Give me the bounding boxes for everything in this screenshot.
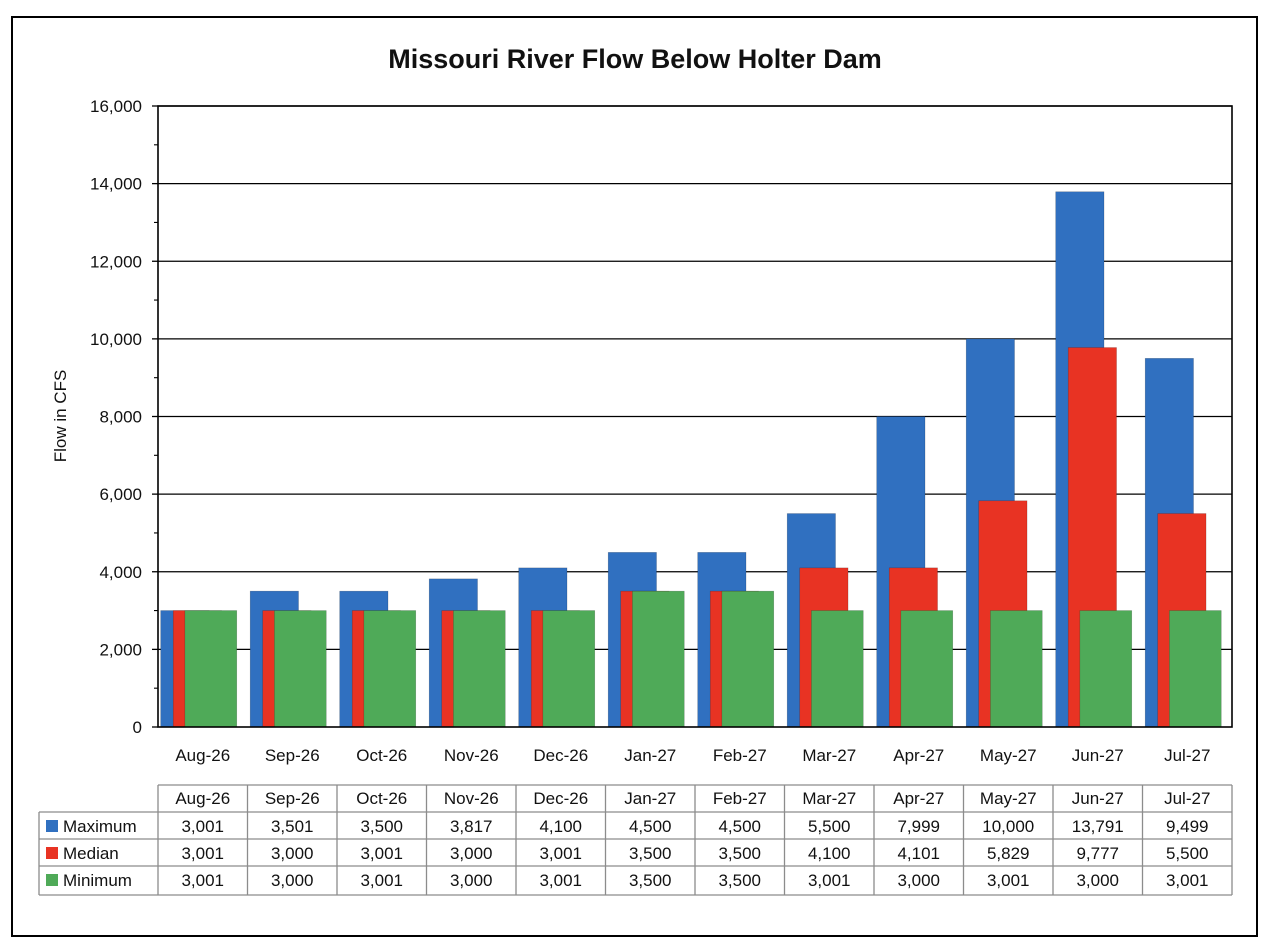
y-tick-label: 2,000 <box>99 640 142 659</box>
table-value-cell: 3,500 <box>718 844 761 863</box>
table-value-cell: 4,500 <box>629 817 672 836</box>
table-header-cell: Nov-26 <box>444 789 499 808</box>
bar-minimum <box>542 610 596 728</box>
table-value-cell: 3,001 <box>1166 871 1209 890</box>
table-header-cell: Sep-26 <box>265 789 320 808</box>
table-value-cell: 3,001 <box>360 871 403 890</box>
x-tick-label: Apr-27 <box>893 746 944 765</box>
table-header-cell: Feb-27 <box>713 789 767 808</box>
table-header-cell: Apr-27 <box>893 789 944 808</box>
table-value-cell: 3,001 <box>987 871 1030 890</box>
table-header-cell: Aug-26 <box>175 789 230 808</box>
y-tick-label: 10,000 <box>90 330 142 349</box>
x-tick-label: Nov-26 <box>444 746 499 765</box>
table-value-cell: 5,500 <box>808 817 851 836</box>
x-tick-label: Oct-26 <box>356 746 407 765</box>
x-tick-label: Jun-27 <box>1072 746 1124 765</box>
table-header-cell: Jan-27 <box>624 789 676 808</box>
legend-label-median: Median <box>63 844 119 863</box>
table-value-cell: 3,500 <box>629 844 672 863</box>
table-value-cell: 3,817 <box>450 817 493 836</box>
data-table: Aug-26 Sep-26 Oct-26 Nov-26 Dec-26 Jan-27 Feb-… <box>38 784 1233 896</box>
bar-minimum <box>811 610 864 728</box>
table-value-cell: 10,000 <box>982 817 1034 836</box>
table-header-cell: Oct-26 <box>356 789 407 808</box>
table-value-cell: 7,999 <box>897 817 940 836</box>
table-value-cell: 4,100 <box>539 817 582 836</box>
table-value-cell: 3,001 <box>360 844 403 863</box>
table-value-cell: 4,100 <box>808 844 851 863</box>
plot-border <box>157 105 1233 728</box>
y-tick-label: 6,000 <box>99 485 142 504</box>
table-value-cell: 4,500 <box>718 817 761 836</box>
table-value-cell: 5,829 <box>987 844 1030 863</box>
x-tick-label: Dec-26 <box>533 746 588 765</box>
table-value-cell: 3,000 <box>271 871 314 890</box>
table-value-cell: 13,791 <box>1072 817 1124 836</box>
bar-minimum <box>632 590 685 728</box>
table-value-cell: 3,001 <box>539 844 582 863</box>
x-tick-label: Jul-27 <box>1164 746 1210 765</box>
x-tick-label: Mar-27 <box>802 746 856 765</box>
table-value-cell: 3,000 <box>450 871 493 890</box>
bar-minimum <box>900 610 954 728</box>
chart-frame <box>11 16 1258 937</box>
table-value-cell: 3,001 <box>808 871 851 890</box>
x-tick-label: May-27 <box>980 746 1037 765</box>
legend-label-minimum: Minimum <box>63 871 132 890</box>
x-tick-label: Feb-27 <box>713 746 767 765</box>
bars <box>160 191 1222 728</box>
bar-minimum <box>1079 610 1133 728</box>
y-tick-label: 8,000 <box>99 408 142 427</box>
table-value-cell: 3,001 <box>181 871 224 890</box>
table-value-cell: 3,001 <box>539 871 582 890</box>
table-header-cell: May-27 <box>980 789 1037 808</box>
legend-swatch-maximum <box>46 820 58 832</box>
bar-minimum <box>363 610 417 728</box>
legend-swatch-median <box>46 847 58 859</box>
table-value-cell: 3,000 <box>1076 871 1119 890</box>
bar-minimum <box>1169 610 1222 728</box>
table-value-cell: 3,001 <box>181 817 224 836</box>
bar-minimum <box>721 590 775 728</box>
table-value-cell: 3,500 <box>360 817 403 836</box>
y-tick-label: 12,000 <box>90 252 142 271</box>
table-value-cell: 9,777 <box>1076 844 1119 863</box>
bar-minimum <box>184 610 238 728</box>
table-value-cell: 3,000 <box>450 844 493 863</box>
table-header-cell: Jul-27 <box>1164 789 1210 808</box>
axes: 0 2,000 4,000 6,000 8,000 10,000 12,000 14,000 1… <box>90 97 1233 765</box>
x-tick-label: Aug-26 <box>175 746 230 765</box>
y-tick-label: 0 <box>133 718 142 737</box>
y-tick-label: 14,000 <box>90 175 142 194</box>
chart-title: Missouri River Flow Below Holter Dam <box>388 44 882 74</box>
y-tick-label: 16,000 <box>90 97 142 116</box>
y-axis-label: Flow in CFS <box>51 370 70 463</box>
legend-swatch-minimum <box>46 874 58 886</box>
table-value-cell: 4,101 <box>897 844 940 863</box>
table-value-cell: 9,499 <box>1166 817 1209 836</box>
table-value-cell: 3,500 <box>718 871 761 890</box>
table-value-cell: 3,001 <box>181 844 224 863</box>
bar-minimum <box>990 610 1043 728</box>
bar-minimum <box>274 610 327 728</box>
table-value-cell: 3,501 <box>271 817 314 836</box>
table-value-cell: 3,500 <box>629 871 672 890</box>
bar-minimum <box>453 610 506 728</box>
x-tick-label: Sep-26 <box>265 746 320 765</box>
table-value-cell: 5,500 <box>1166 844 1209 863</box>
x-tick-label: Jan-27 <box>624 746 676 765</box>
legend-label-maximum: Maximum <box>63 817 137 836</box>
table-value-cell: 3,000 <box>897 871 940 890</box>
table-header-cell: Jun-27 <box>1072 789 1124 808</box>
y-tick-label: 4,000 <box>99 563 142 582</box>
table-header-cell: Mar-27 <box>802 789 856 808</box>
table-value-cell: 3,000 <box>271 844 314 863</box>
table-header-cell: Dec-26 <box>533 789 588 808</box>
